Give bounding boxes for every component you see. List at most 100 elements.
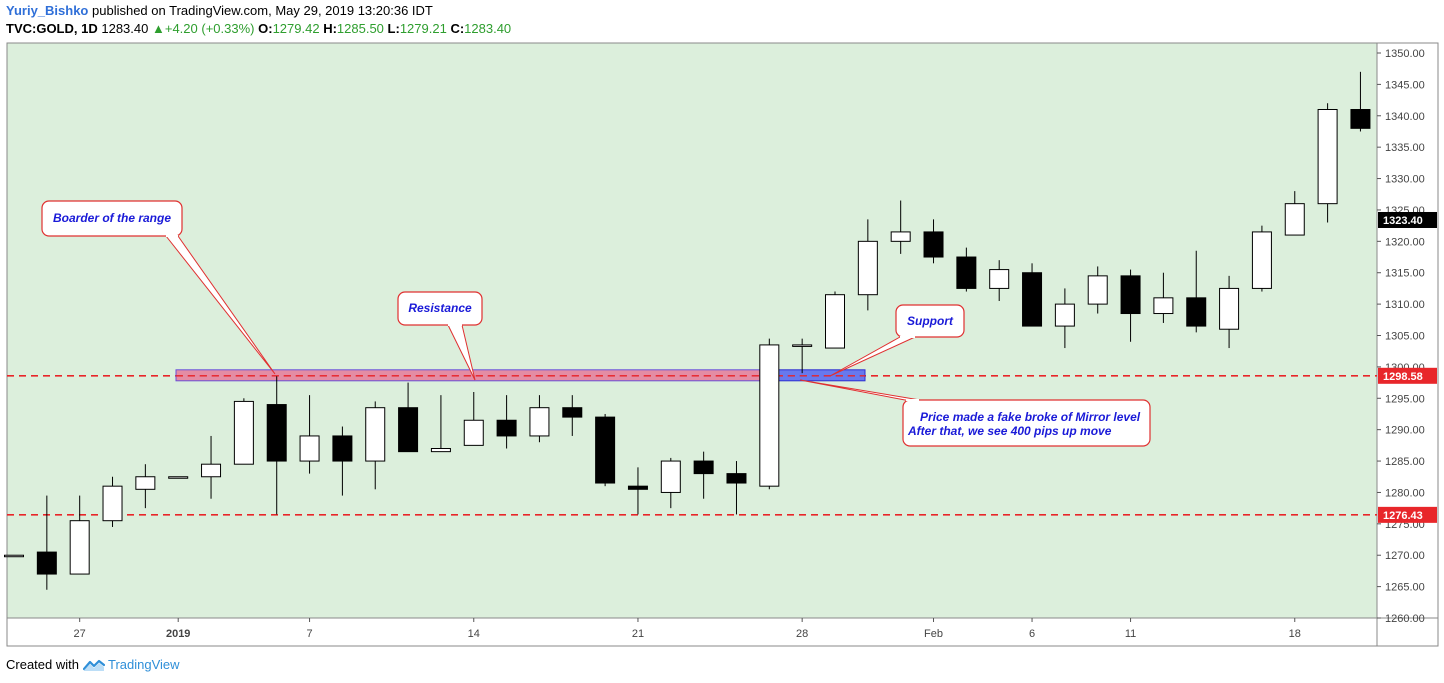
candle-body xyxy=(923,231,944,258)
last-price: 1283.40 xyxy=(101,21,149,36)
price-tick-label: 1330.00 xyxy=(1385,174,1425,186)
candle-body xyxy=(857,240,878,296)
candle-body xyxy=(332,435,353,462)
price-tick-label: 1285.00 xyxy=(1385,456,1425,468)
price-tags-layer: 1323.40 1298.58 1276.43 xyxy=(1378,211,1437,523)
price-tick-label: 1340.00 xyxy=(1385,111,1425,123)
candle-body xyxy=(627,485,648,490)
candles-layer xyxy=(4,71,1371,590)
candle-body xyxy=(759,344,780,487)
border-callout-text: Boarder of the range xyxy=(53,211,171,225)
fake-break-line-2: After that, we see 400 pips up move xyxy=(907,424,1112,438)
price-tick-label: 1335.00 xyxy=(1385,142,1425,154)
candle-body xyxy=(1054,303,1075,327)
candle-body xyxy=(693,460,714,475)
chart-frame xyxy=(6,42,1439,647)
candle-body xyxy=(989,269,1010,289)
candle-body xyxy=(398,407,419,453)
time-tick-label: 27 xyxy=(74,628,86,640)
support-callout-text: Support xyxy=(907,314,954,328)
border-callout: Boarder of the range xyxy=(41,200,276,375)
level-price-tag-label: 1276.43 xyxy=(1383,510,1423,522)
price-tick-label: 1345.00 xyxy=(1385,79,1425,91)
candle-body xyxy=(102,485,123,522)
close-label: C: xyxy=(450,21,465,36)
close-value: 1283.40 xyxy=(464,21,512,36)
last-price-tag-label: 1323.40 xyxy=(1383,215,1423,227)
symbol-label: TVC:GOLD, 1D xyxy=(6,21,98,36)
fake-break-callout: Price made a fake broke of Mirror levelA… xyxy=(799,379,1151,447)
fake-break-callout-box xyxy=(902,399,1151,447)
time-tick-label: 7 xyxy=(306,628,312,640)
up-arrow-icon: ▲ xyxy=(151,21,165,36)
candle-body xyxy=(595,416,616,484)
level-price-tag xyxy=(1378,367,1437,384)
tradingview-logo-icon[interactable] xyxy=(82,659,105,671)
candle-body xyxy=(233,400,254,465)
candle-body xyxy=(890,231,911,242)
level-price-tag xyxy=(1378,506,1437,523)
time-tick-label: 2019 xyxy=(166,628,190,640)
price-tick-label: 1295.00 xyxy=(1385,393,1425,405)
candle-body xyxy=(36,551,57,575)
time-tick-label: 21 xyxy=(632,628,644,640)
candle-body xyxy=(1087,275,1108,305)
tradingview-brand[interactable]: TradingView xyxy=(107,657,180,672)
candle-body xyxy=(1284,203,1305,236)
candle-body xyxy=(1251,231,1272,289)
price-tick-label: 1280.00 xyxy=(1385,487,1425,499)
candle-body xyxy=(1022,272,1043,327)
time-tick-label: 28 xyxy=(796,628,808,640)
open-value: 1279.42 xyxy=(272,21,320,36)
candle-body xyxy=(1120,275,1141,315)
low-label: L: xyxy=(387,21,400,36)
candle-body xyxy=(792,344,813,347)
candle-body xyxy=(825,294,845,349)
price-tick-label: 1310.00 xyxy=(1385,299,1425,311)
published-info: published on TradingView.com, May 29, 20… xyxy=(92,3,433,18)
price-change: +4.20 (+0.33%) xyxy=(164,21,255,36)
price-tick-label: 1315.00 xyxy=(1385,268,1425,280)
time-tick-label: 6 xyxy=(1029,628,1035,640)
level-price-tag-label: 1298.58 xyxy=(1383,371,1423,383)
resistance-callout: Resistance xyxy=(397,291,483,381)
resistance-callout-box xyxy=(397,291,483,326)
price-tick-label: 1305.00 xyxy=(1385,331,1425,343)
open-label: O: xyxy=(258,21,273,36)
plot-background xyxy=(7,43,1377,618)
candle-body xyxy=(529,407,550,437)
candle-body xyxy=(496,419,517,437)
resistance-callout-text: Resistance xyxy=(408,301,472,315)
support-callout: Support xyxy=(829,304,965,377)
candle-body xyxy=(135,476,156,490)
candle-body xyxy=(956,256,977,289)
callouts-layer: Boarder of the range Resistance Support Pri… xyxy=(41,200,1151,447)
high-value: 1285.50 xyxy=(336,21,384,36)
last-price-tag xyxy=(1378,211,1437,228)
author-name[interactable]: Yuriy_Bishko xyxy=(6,3,89,18)
candle-body xyxy=(4,554,24,558)
candle-body xyxy=(1186,297,1207,327)
price-tick-label: 1320.00 xyxy=(1385,236,1425,248)
time-tick-label: 18 xyxy=(1289,628,1301,640)
candle-body xyxy=(562,407,583,418)
price-axis[interactable]: 1260.001265.001270.001275.001280.001285.… xyxy=(1377,48,1425,625)
high-label: H: xyxy=(323,21,337,36)
candle-body xyxy=(430,448,451,453)
publisher-line: Yuriy_Bishko published on TradingView.co… xyxy=(6,3,433,18)
candle-body xyxy=(299,435,320,462)
price-tick-label: 1290.00 xyxy=(1385,425,1425,437)
time-axis[interactable]: 27 2019 7 14 21 28 Feb 6 11 18 xyxy=(74,618,1301,640)
low-value: 1279.21 xyxy=(399,21,447,36)
support-callout-box xyxy=(895,304,965,338)
candle-body xyxy=(168,476,189,479)
candle-body xyxy=(266,404,287,462)
candle-body xyxy=(201,463,222,478)
price-tick-label: 1265.00 xyxy=(1385,582,1425,594)
candle-body xyxy=(1153,297,1174,315)
candle-body xyxy=(463,419,484,446)
fake-break-line-1: Price made a fake broke of Mirror level xyxy=(920,410,1141,424)
candle-body xyxy=(660,460,681,493)
candle-body xyxy=(365,407,386,462)
